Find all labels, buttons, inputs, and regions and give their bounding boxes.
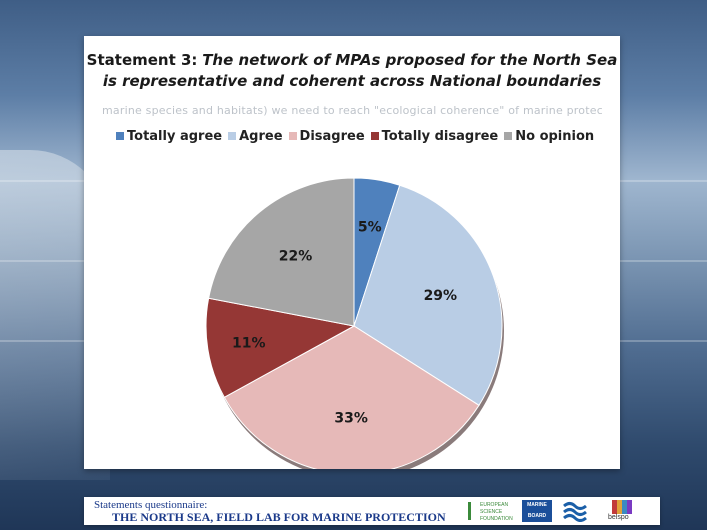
pie-data-label: 29% (424, 288, 458, 304)
legend-label: No opinion (515, 128, 595, 144)
footer-line-1: Statements questionnaire: (94, 499, 208, 511)
pie-slice (353, 184, 503, 406)
footer-text: Statements questionnaire: THE NORTH SEA,… (94, 499, 446, 524)
legend-label: Totally agree (127, 128, 223, 144)
legend-item: No opinion (504, 129, 594, 144)
marine-board-line-2: BOARD (527, 513, 547, 519)
pie-data-label: 33% (334, 411, 368, 427)
legend-item: Totally disagree (370, 128, 499, 144)
pie-data-label: 5% (358, 220, 382, 236)
wave-logo-icon (563, 502, 587, 522)
legend-label: Agree (239, 128, 283, 144)
esf-logo-mark (468, 502, 480, 520)
title-statement-text: The network of MPAs proposed for the Nor… (102, 51, 618, 90)
esf-line-3: FOUNDATION (480, 516, 513, 522)
legend-swatch (116, 132, 124, 140)
ghost-overlap-text: marine species and habitats) we need to … (102, 104, 602, 117)
slide-card: Statement 3: The network of MPAs propose… (84, 36, 620, 469)
marine-board-logo: MARINE BOARD (522, 500, 552, 522)
belspo-logo-mark (612, 500, 632, 514)
legend-swatch (288, 132, 297, 140)
legend-item: Totally agree (116, 129, 222, 144)
legend-item: Agree (228, 128, 283, 144)
footer-banner: Statements questionnaire: THE NORTH SEA,… (84, 497, 660, 525)
esf-line-1: EUROPEAN (480, 502, 509, 508)
pie-data-label: 11% (232, 336, 266, 352)
footer-line-2: THE NORTH SEA, FIELD LAB FOR MARINE PROT… (112, 510, 446, 524)
esf-logo-text: EUROPEAN SCIENCE FOUNDATION (480, 502, 513, 523)
legend-item: Disagree (288, 128, 365, 144)
belspo-logo: belspo (598, 500, 644, 522)
pie-slice (208, 177, 355, 327)
pie-chart: 5% 29% 33% 11% 22% (205, 177, 504, 469)
slide-title: Statement 3: The network of MPAs propose… (84, 50, 620, 92)
pie-data-label: 22% (279, 248, 313, 264)
legend-swatch (504, 132, 513, 140)
esf-line-2: SCIENCE (480, 509, 503, 515)
title-statement-number: Statement 3: (86, 51, 198, 69)
chart-legend: Totally agree Agree Disagree Totally disagr… (116, 127, 616, 145)
legend-label: Totally disagree (381, 128, 499, 144)
legend-swatch (228, 132, 237, 140)
pie-slice (223, 325, 480, 469)
esf-logo: EUROPEAN SCIENCE FOUNDATION (468, 500, 516, 522)
pie-slice (205, 297, 356, 398)
legend-label: Disagree (299, 128, 365, 144)
legend-swatch (370, 132, 379, 140)
marine-board-line-1: MARINE (527, 502, 547, 508)
belspo-logo-text: belspo (608, 514, 629, 521)
